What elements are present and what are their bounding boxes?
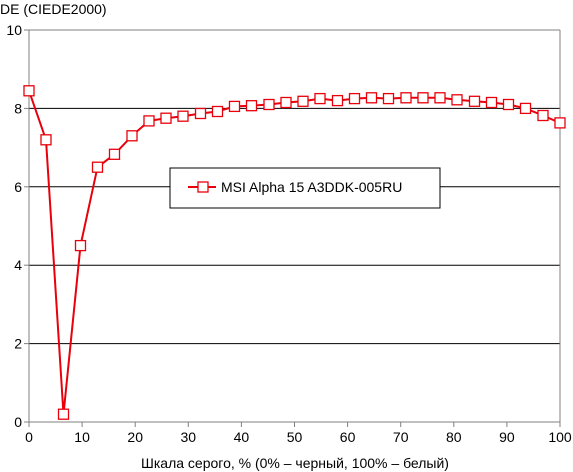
data-point-marker bbox=[451, 94, 463, 106]
data-point-marker bbox=[108, 148, 121, 160]
x-tick-label: 60 bbox=[340, 429, 356, 445]
data-point-marker bbox=[194, 107, 207, 120]
x-axis-title: Шкала серого, % (0% – черный, 100% – бел… bbox=[141, 455, 449, 471]
legend-marker-swatch bbox=[197, 181, 209, 193]
data-point-marker bbox=[554, 117, 566, 129]
legend: MSI Alpha 15 A3DDK-005RU bbox=[169, 167, 441, 209]
y-tick-label: 2 bbox=[14, 336, 22, 352]
data-point-marker bbox=[485, 96, 498, 109]
data-point-marker bbox=[280, 96, 292, 109]
x-tick-label: 70 bbox=[393, 429, 409, 445]
data-point-marker bbox=[91, 161, 104, 173]
data-point-marker bbox=[74, 239, 87, 252]
data-point-marker bbox=[297, 95, 309, 107]
x-tick-label: 10 bbox=[74, 429, 90, 445]
x-tick-label: 80 bbox=[446, 429, 462, 445]
data-point-marker bbox=[40, 134, 52, 146]
y-tick-label: 10 bbox=[6, 22, 22, 38]
data-point-marker bbox=[502, 98, 515, 111]
x-tick-label: 100 bbox=[548, 429, 572, 445]
data-point-marker bbox=[126, 130, 138, 142]
x-tick-label: 30 bbox=[181, 429, 197, 445]
x-tick-label: 0 bbox=[25, 429, 33, 445]
data-point-marker bbox=[434, 92, 446, 104]
data-point-marker bbox=[245, 100, 258, 112]
y-tick-labels: 0 2 4 6 8 10 bbox=[6, 22, 22, 430]
data-point-marker bbox=[382, 92, 395, 105]
data-point-marker bbox=[177, 110, 189, 122]
data-point-marker bbox=[417, 92, 429, 104]
x-tick-label: 90 bbox=[499, 429, 515, 445]
y-axis-title: DE (CIEDE2000) bbox=[0, 1, 107, 17]
x-tick-label: 50 bbox=[287, 429, 303, 445]
x-tick-labels: 0 10 20 30 40 50 60 70 80 90 100 bbox=[25, 429, 572, 445]
y-tick-label: 8 bbox=[14, 100, 22, 116]
x-tick-label: 40 bbox=[234, 429, 250, 445]
data-point-marker bbox=[365, 92, 378, 104]
data-point-marker bbox=[23, 85, 35, 97]
data-point-marker bbox=[228, 100, 241, 113]
data-point-marker bbox=[537, 109, 549, 122]
data-point-marker bbox=[400, 92, 412, 104]
data-point-marker bbox=[348, 92, 361, 105]
y-tick-label: 6 bbox=[14, 179, 22, 195]
axes bbox=[24, 29, 561, 427]
data-point-marker bbox=[211, 105, 224, 118]
data-point-marker bbox=[263, 98, 275, 111]
legend-label: MSI Alpha 15 A3DDK-005RU bbox=[221, 179, 402, 195]
data-point-marker bbox=[160, 112, 172, 124]
data-point-marker bbox=[57, 408, 70, 420]
data-point-marker bbox=[314, 92, 326, 105]
data-point-marker bbox=[468, 95, 481, 107]
data-point-marker bbox=[331, 94, 344, 107]
data-point-marker bbox=[519, 102, 532, 115]
y-tick-label: 4 bbox=[14, 257, 22, 273]
y-tick-label: 0 bbox=[14, 414, 22, 430]
data-point-marker bbox=[143, 115, 155, 127]
series-line bbox=[28, 90, 561, 416]
x-tick-label: 20 bbox=[127, 429, 143, 445]
plot-area bbox=[23, 85, 566, 420]
